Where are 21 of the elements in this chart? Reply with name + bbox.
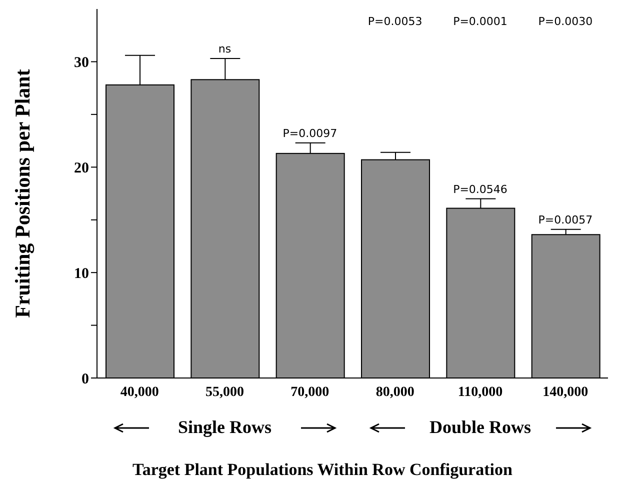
y-tick-label: 30 xyxy=(74,55,89,72)
y-tick-label: 10 xyxy=(74,266,89,282)
annotation: P=0.0030 xyxy=(537,15,594,28)
text: Single Rows xyxy=(176,416,272,438)
x-tick-label: 110,000 xyxy=(458,384,503,400)
y-axis-title: Fruiting Positions per Plant xyxy=(10,69,34,318)
x-axis-title: Target Plant Populations Within Row Configuration xyxy=(132,460,514,480)
x-tick-label: 140,000 xyxy=(542,384,588,400)
y-tick-label: 20 xyxy=(74,160,89,176)
x-tick-label: 40,000 xyxy=(120,384,159,400)
annotation: P=0.0057 xyxy=(538,213,593,226)
annotation: ns xyxy=(218,42,232,56)
annotation: P=0.0053 xyxy=(366,15,424,28)
x-tick-label: 55,000 xyxy=(206,384,244,400)
annotation: P=0.0001 xyxy=(452,15,508,28)
x-tick-label: 80,000 xyxy=(376,384,414,400)
text: Double Rows xyxy=(428,416,532,438)
annotation: P=0.0546 xyxy=(453,182,508,196)
annotation: P=0.0097 xyxy=(282,126,338,140)
x-tick-label: 70,000 xyxy=(290,384,330,400)
y-tick-label: 0 xyxy=(82,371,89,388)
